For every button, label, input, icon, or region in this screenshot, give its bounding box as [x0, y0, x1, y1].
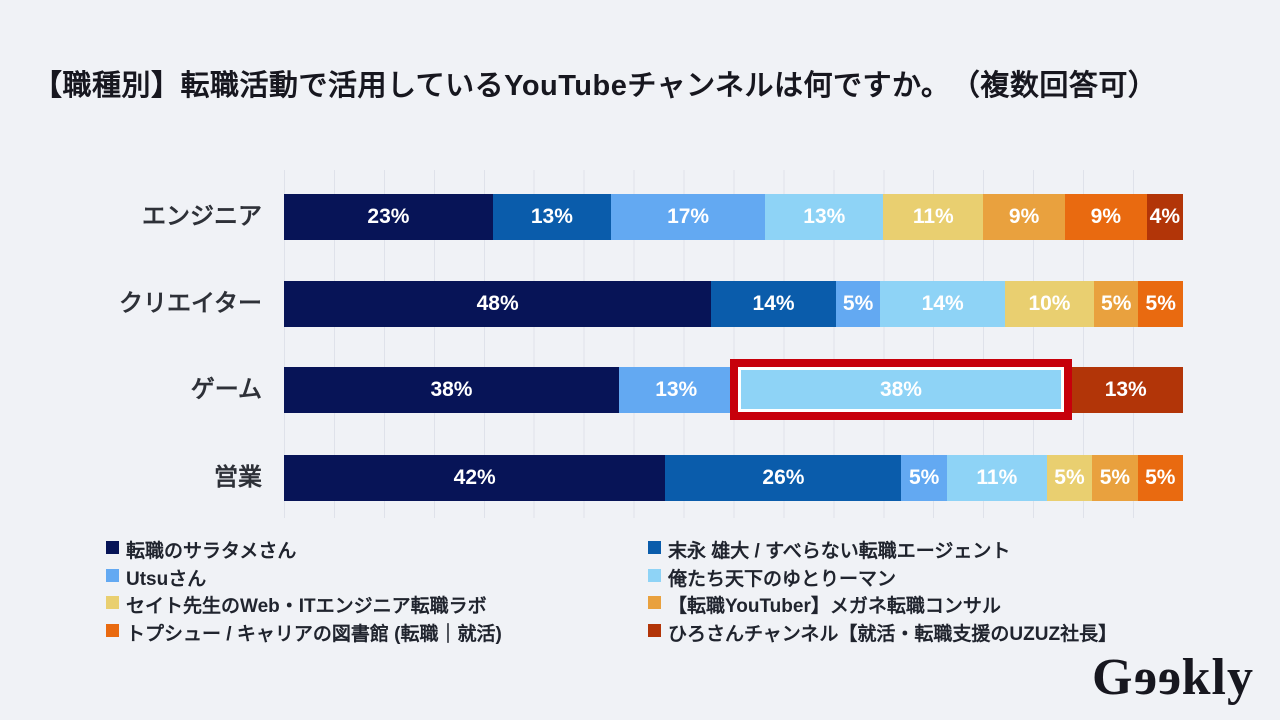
bar-row: 38% 13% 38% 13%	[284, 359, 1183, 420]
legend-swatch-icon	[648, 596, 661, 609]
legend-item: 転職のサラタメさん	[106, 536, 648, 564]
segment-value: 4%	[1149, 205, 1181, 228]
category-label: クリエイター	[118, 290, 262, 317]
bar-segment: 11%	[883, 194, 984, 240]
segment-value: 26%	[762, 466, 805, 489]
bar-segment: 9%	[983, 194, 1065, 240]
logo-part-g: G	[1092, 649, 1134, 706]
bar-segment: 9%	[1064, 194, 1147, 240]
segment-value: 5%	[1054, 466, 1085, 489]
legend-item: ひろさんチャンネル【就活・転職支援のUZUZ社長】	[648, 619, 1117, 647]
legend-item: トプシュー / キャリアの図書館 (転職｜就活)	[106, 619, 648, 647]
legend-column: 末永 雄大 / すべらない転職エージェント 俺たち天下のゆとりーマン【転職YouT…	[648, 536, 1117, 646]
segment-value: 17%	[667, 205, 710, 228]
segment-value: 42%	[453, 466, 496, 489]
bar-segment: 13%	[618, 367, 734, 413]
legend-swatch-icon	[106, 541, 119, 554]
bar-segment: 38%	[284, 367, 619, 413]
plot-area: 23% 13% 17% 13% 11% 9% 9% 4% 48% 14% 5% 14% 10% 5% 5% 3…	[284, 170, 1184, 518]
segment-value: 13%	[530, 205, 573, 228]
legend-column: 転職のサラタメさん Utsuさんセイト先生のWeb・ITエンジニア転職ラボ トプシュ…	[106, 536, 648, 646]
segment-value: 9%	[1090, 205, 1121, 228]
legend-swatch-icon	[648, 623, 661, 637]
segment-value: 14%	[921, 292, 964, 315]
category-label: エンジニア	[142, 203, 262, 230]
segment-value: 11%	[976, 466, 1018, 489]
legend-item: 末永 雄大 / すべらない転職エージェント	[648, 536, 1117, 564]
bar-segment: 48%	[284, 281, 712, 327]
segment-value: 38%	[879, 378, 922, 401]
legend-label: Utsuさん	[126, 568, 207, 590]
bar-segment: 14%	[880, 281, 1005, 327]
segment-value: 5%	[909, 466, 940, 489]
bar-segment: 5%	[1092, 455, 1138, 501]
bar-segment: 17%	[610, 194, 766, 240]
legend-label: 転職のサラタメさん	[126, 541, 297, 562]
legend-swatch-icon	[106, 596, 119, 609]
segment-value: 5%	[1099, 466, 1131, 489]
bar-segment: 5%	[901, 455, 947, 501]
segment-value: 9%	[1008, 205, 1040, 228]
legend-item: セイト先生のWeb・ITエンジニア転職ラボ	[106, 591, 648, 619]
bar-segment: 42%	[284, 455, 666, 501]
logo-part-rest: kly	[1181, 649, 1254, 706]
legend-label: 俺たち天下のゆとりーマン	[668, 568, 897, 590]
legend-item: 俺たち天下のゆとりーマン	[648, 564, 1117, 592]
bar-segment: 38%	[733, 367, 1069, 413]
bar-segment: 5%	[835, 281, 881, 327]
segment-value: 5%	[842, 292, 874, 315]
bar-segment: 10%	[1004, 281, 1094, 327]
legend-swatch-icon	[106, 623, 119, 637]
category-label: 営業	[214, 464, 262, 491]
bar-segment: 4%	[1146, 194, 1184, 240]
bar-segment: 5%	[1093, 281, 1139, 327]
bar-segment: 14%	[711, 281, 836, 327]
segment-value: 23%	[367, 205, 410, 228]
segment-value: 13%	[1104, 378, 1147, 401]
bar-segment: 11%	[946, 455, 1047, 501]
segment-value: 5%	[1101, 292, 1132, 315]
category-label: ゲーム	[190, 376, 262, 403]
bar-row: 48% 14% 5% 14% 10% 5% 5%	[284, 281, 1183, 327]
legend-swatch-icon	[648, 568, 661, 582]
segment-value: 38%	[430, 378, 473, 401]
chart-title: 【職種別】転職活動で活用しているYouTubeチャンネルは何ですか。 （複数回答…	[33, 70, 1158, 102]
segment-value: 48%	[476, 292, 519, 315]
bar-segment: 13%	[1068, 367, 1183, 413]
segment-value: 13%	[803, 205, 846, 228]
legend-label: 末永 雄大 / すべらない転職エージェント	[668, 541, 1011, 562]
bar-segment: 5%	[1137, 455, 1183, 501]
legend-label: 【転職YouTuber】メガネ転職コンサル	[668, 596, 1001, 617]
segment-value: 10%	[1028, 292, 1071, 315]
legend-item: 【転職YouTuber】メガネ転職コンサル	[648, 591, 1117, 619]
segment-value: 5%	[1145, 292, 1176, 315]
bar-segment: 26%	[665, 455, 902, 501]
segment-value: 5%	[1145, 466, 1176, 489]
bar-segment: 5%	[1138, 281, 1183, 327]
bar-segment: 23%	[284, 194, 493, 240]
bar-segment: 13%	[765, 194, 884, 240]
logo-part-ee: ee	[1133, 649, 1182, 706]
legend-swatch-icon	[106, 568, 119, 582]
legend-label: セイト先生のWeb・ITエンジニア転職ラボ	[126, 596, 487, 617]
segment-value: 14%	[752, 292, 795, 315]
segment-value: 11%	[912, 205, 954, 228]
legend-swatch-icon	[648, 541, 661, 554]
legend-label: ひろさんチャンネル【就活・転職支援のUZUZ社長】	[668, 623, 1118, 645]
legend-item: Utsuさん	[106, 564, 648, 592]
bar-segment: 5%	[1046, 455, 1093, 501]
legend-label: トプシュー / キャリアの図書館 (転職｜就活)	[126, 623, 502, 645]
bar-segment: 13%	[492, 194, 611, 240]
legend: 転職のサラタメさん Utsuさんセイト先生のWeb・ITエンジニア転職ラボ トプシュ…	[106, 536, 1206, 646]
segment-value: 13%	[655, 378, 698, 401]
geekly-logo: Geekly	[1092, 648, 1254, 707]
bar-row: 23% 13% 17% 13% 11% 9% 9% 4%	[284, 194, 1184, 240]
bar-row: 42% 26% 5% 11% 5% 5% 5%	[284, 455, 1183, 501]
